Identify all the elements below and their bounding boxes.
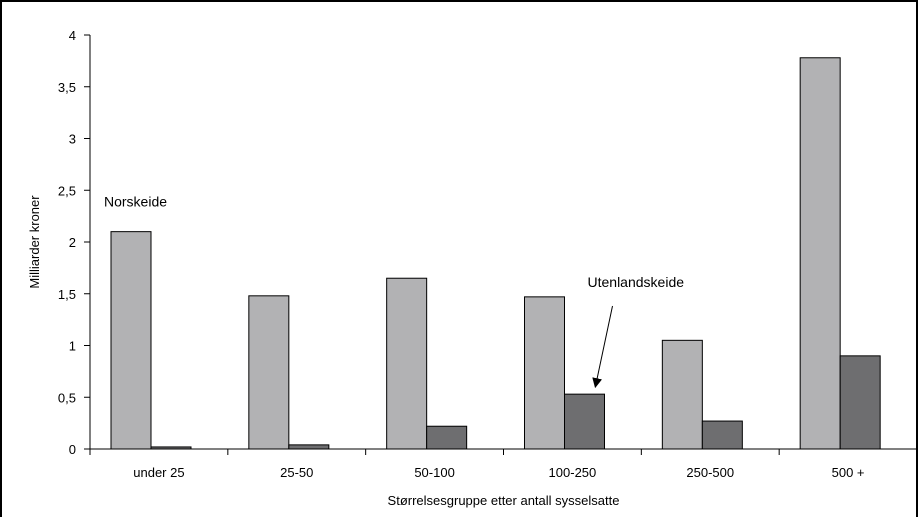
y-tick-label: 2,5 <box>58 183 76 198</box>
x-axis-ticks: under 25 25-50 50-100 100-250 250-500 500 + <box>89 449 918 480</box>
bar-norskeide <box>248 295 290 450</box>
y-axis-title: Milliarder kroner <box>27 195 42 289</box>
y-tick-label: 2 <box>69 235 76 250</box>
y-tick-label: 0 <box>69 442 76 457</box>
bar-norskeide <box>524 296 565 450</box>
bars <box>110 57 881 450</box>
x-axis-title: Størrelsesgruppe etter antall sysselsatt… <box>388 493 620 508</box>
x-tick-label: 25-50 <box>280 465 313 480</box>
bar-norskeide <box>661 339 703 450</box>
x-tick-label: 100-250 <box>549 465 597 480</box>
y-tick-label: 1 <box>69 339 76 354</box>
y-tick-label: 3 <box>69 132 76 147</box>
bar-utenlandskeide <box>839 355 881 450</box>
x-tick-label: 50-100 <box>414 465 454 480</box>
y-tick-label: 3,5 <box>58 80 76 95</box>
x-tick-label: 500 + <box>832 465 865 480</box>
bar-norskeide <box>110 231 152 450</box>
annotation-norskeide: Norskeide <box>104 194 167 210</box>
y-tick-label: 0,5 <box>58 390 76 405</box>
annotation-utenlandskeide: Utenlandskeide <box>588 274 685 290</box>
bar-norskeide <box>799 57 841 450</box>
annotation-arrow <box>592 305 613 389</box>
bar-utenlandskeide <box>426 425 468 450</box>
bar-utenlandskeide <box>288 444 330 450</box>
bar-utenlandskeide <box>701 420 743 450</box>
x-tick-label: under 25 <box>133 465 184 480</box>
y-tick-label: 1,5 <box>58 287 76 302</box>
x-tick-label: 250-500 <box>686 465 734 480</box>
bar-norskeide <box>386 277 428 450</box>
y-axis-ticks: 0 0,5 1 1,5 2 2,5 3 3,5 4 <box>58 28 90 457</box>
y-tick-label: 4 <box>69 28 76 43</box>
bar-utenlandskeide <box>564 393 605 450</box>
